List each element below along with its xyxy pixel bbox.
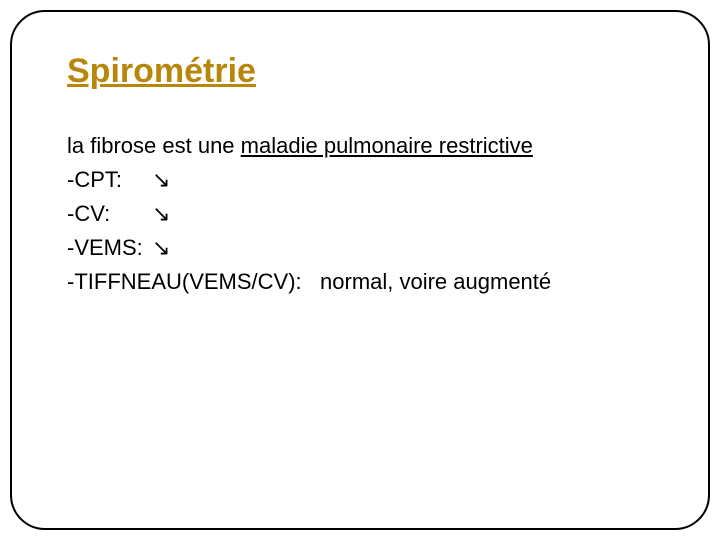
label-tiffneau: -TIFFNEAU(VEMS/CV): xyxy=(67,269,302,294)
line-tiffneau: -TIFFNEAU(VEMS/CV): normal, voire augmen… xyxy=(67,265,653,299)
intro-line: la fibrose est une maladie pulmonaire re… xyxy=(67,129,653,163)
line-vems: -VEMS:↘ xyxy=(67,231,653,265)
arrow-down-right-icon: ↘ xyxy=(152,231,170,265)
slide-title: Spirométrie xyxy=(67,52,653,91)
value-tiffneau: normal, voire augmenté xyxy=(320,269,551,294)
arrow-down-right-icon: ↘ xyxy=(152,163,170,197)
label-cv: -CV: xyxy=(67,197,152,231)
intro-underlined: maladie pulmonaire restrictive xyxy=(241,133,533,158)
intro-prefix: la fibrose est une xyxy=(67,133,241,158)
slide-content: la fibrose est une maladie pulmonaire re… xyxy=(67,129,653,299)
slide-frame: Spirométrie la fibrose est une maladie p… xyxy=(10,10,710,530)
line-cv: -CV:↘ xyxy=(67,197,653,231)
line-cpt: -CPT:↘ xyxy=(67,163,653,197)
arrow-down-right-icon: ↘ xyxy=(152,197,170,231)
label-cpt: -CPT: xyxy=(67,163,152,197)
label-vems: -VEMS: xyxy=(67,231,152,265)
